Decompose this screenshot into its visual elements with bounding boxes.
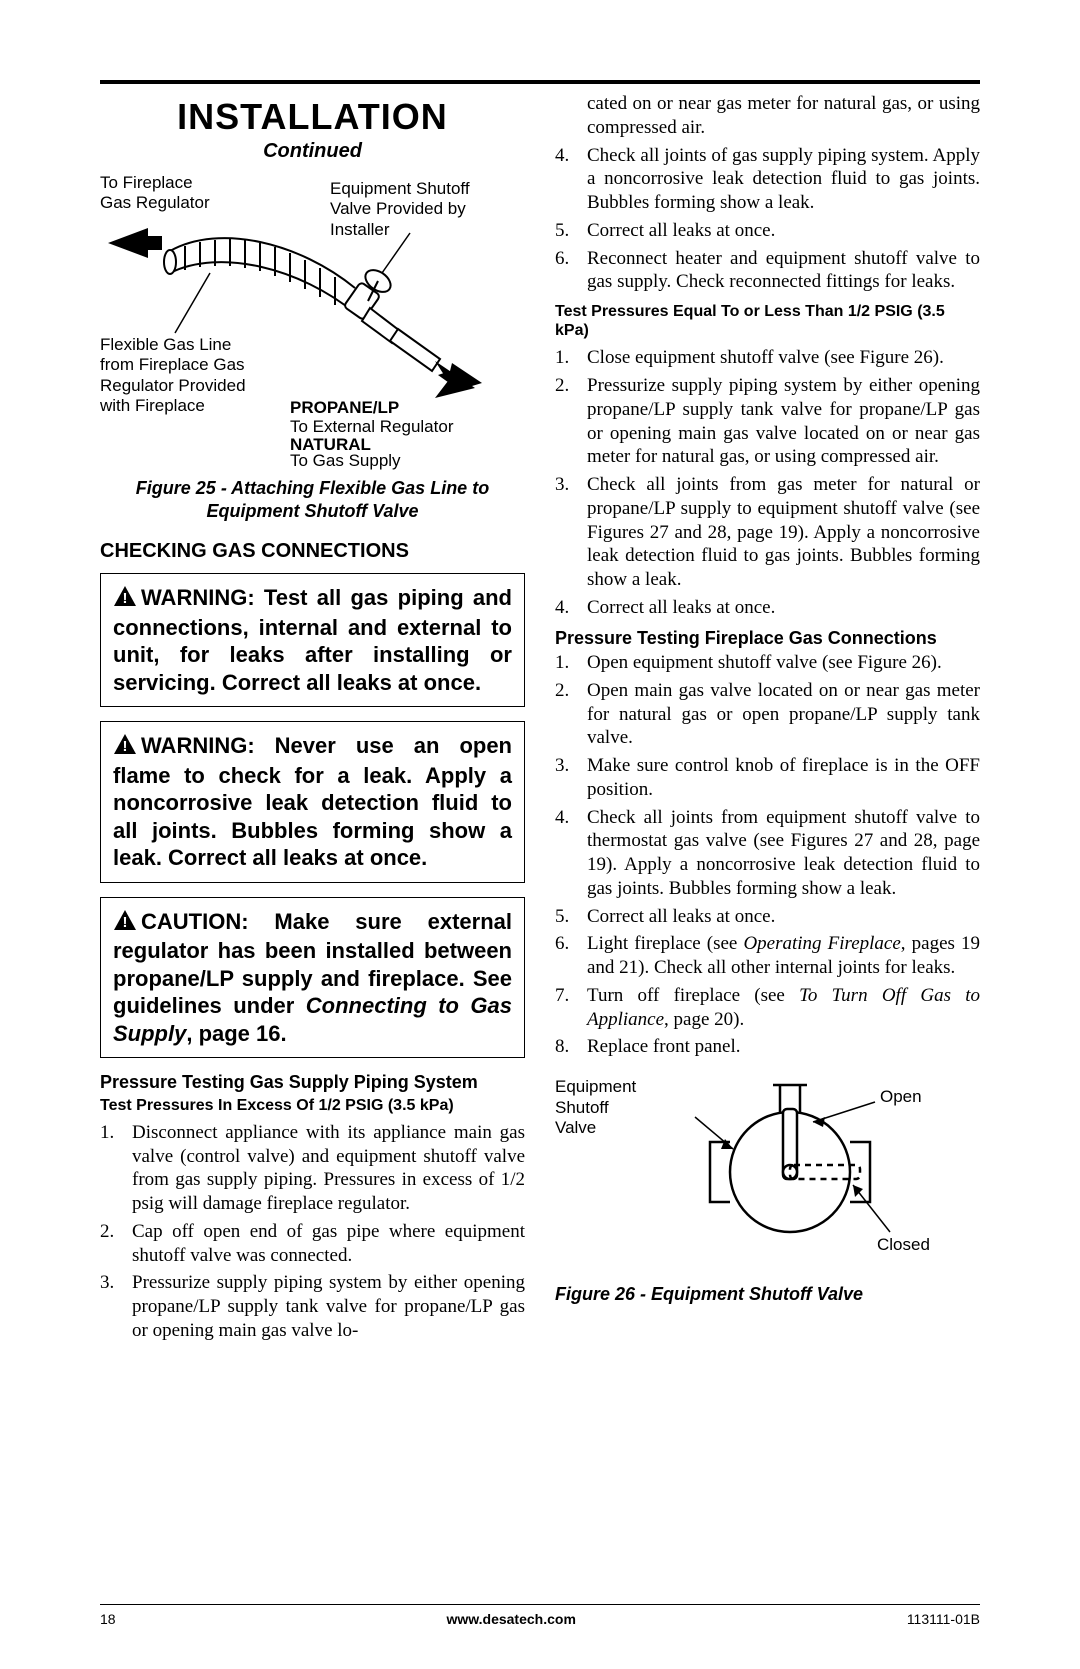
list-item: Reconnect heater and equipment shutoff v… [555,247,980,295]
list-item: Open main gas valve located on or near g… [555,679,980,750]
warning-icon: ! [113,585,137,614]
list-item: Pressurize supply piping system by eithe… [555,374,980,469]
two-column-layout: INSTALLATION Continued [100,92,980,1347]
list-item: Check all joints from gas meter for natu… [555,473,980,592]
footer-rule [100,1604,980,1605]
pressure-excess-subhead: Test Pressures In Excess Of 1/2 PSIG (3.… [100,1096,525,1115]
caution-box-1: ! CAUTION: Make sure external regulator … [100,897,525,1059]
pressure-lte-subhead: Test Pressures Equal To or Less Than 1/2… [555,302,980,340]
figure-26-caption: Figure 26 - Equipment Shutoff Valve [555,1283,980,1306]
warning-box-2: ! WARNING: Never use an open flame to ch… [100,721,525,883]
pressure-excess-list: Disconnect appliance with its appliance … [100,1121,525,1343]
page-number: 18 [100,1611,116,1627]
fig26-label-open: Open [880,1087,922,1107]
warning-icon: ! [113,909,137,938]
figure-26: Equipment Shutoff Valve Open Closed [555,1077,980,1277]
svg-text:!: ! [123,590,128,607]
c7-a: Turn off fireplace (see [587,985,799,1006]
continuation-text: cated on or near gas meter for natural g… [555,92,980,140]
list-item: Close equipment shutoff valve (see Figur… [555,346,980,370]
list-item: Light fireplace (see Operating Fireplace… [555,932,980,980]
fig25-label-natural: NATURAL [290,435,371,455]
list-item: Correct all leaks at once. [555,905,980,929]
list-item: Replace front panel. [555,1035,980,1059]
footer-url: www.desatech.com [446,1611,575,1627]
list-item: Cap off open end of gas pipe where equip… [100,1220,525,1268]
fig25-label-propane: PROPANE/LP [290,398,399,418]
fig25-label-to-fireplace: To Fireplace Gas Regulator [100,173,210,214]
fig25-label-flexible-line: Flexible Gas Line from Fireplace Gas Reg… [100,335,246,417]
page-content: INSTALLATION Continued [100,80,980,1589]
list-b: Close equipment shutoff valve (see Figur… [555,346,980,619]
pressure-test-heading: Pressure Testing Gas Supply Piping Syste… [100,1072,525,1094]
svg-text:!: ! [123,914,128,931]
figure-25: To Fireplace Gas Regulator Equipment Shu… [100,173,525,453]
list-item: Check all joints from equipment shutoff … [555,806,980,901]
warning-1-text: WARNING: Test all gas piping and connect… [113,585,512,695]
page-title: INSTALLATION [100,96,525,138]
checking-connections-heading: CHECKING GAS CONNECTIONS [100,540,525,563]
list-item: Pressurize supply piping system by eithe… [100,1271,525,1342]
fig26-label-closed: Closed [877,1235,930,1255]
pressure-fireplace-heading: Pressure Testing Fireplace Gas Connectio… [555,628,980,650]
page-footer: 18 www.desatech.com 113111-01B [100,1604,980,1627]
doc-number: 113111-01B [907,1611,980,1627]
right-column: cated on or near gas meter for natural g… [555,92,980,1347]
c6-ital: Operating Fireplace [743,933,900,954]
list-item: Correct all leaks at once. [555,596,980,620]
figure-25-caption: Figure 25 - Attaching Flexible Gas Line … [100,477,525,522]
list-a: Check all joints of gas supply piping sy… [555,144,980,295]
list-item: Disconnect appliance with its appliance … [100,1121,525,1216]
list-item: Correct all leaks at once. [555,219,980,243]
list-item: Check all joints of gas supply piping sy… [555,144,980,215]
continued-label: Continued [100,140,525,163]
c7-b: , page 20). [664,1009,744,1030]
caution-1-text-b: , page 16. [186,1021,286,1046]
fig26-label-eq: Equipment Shutoff Valve [555,1077,636,1138]
warning-2-text: WARNING: Never use an open flame to chec… [113,733,512,870]
fig25-label-equipment-shutoff: Equipment Shutoff Valve Provided by Inst… [330,179,470,240]
list-item: Open equipment shutoff valve (see Figure… [555,651,980,675]
top-rule [100,80,980,84]
svg-text:!: ! [123,738,128,755]
warning-box-1: ! WARNING: Test all gas piping and conne… [100,573,525,707]
warning-icon: ! [113,733,137,762]
list-c: Open equipment shutoff valve (see Figure… [555,651,980,1059]
list-item: Make sure control knob of fireplace is i… [555,754,980,802]
c6-a: Light fireplace (see [587,933,743,954]
left-column: INSTALLATION Continued [100,92,525,1347]
list-item: Turn off fireplace (see To Turn Off Gas … [555,984,980,1032]
